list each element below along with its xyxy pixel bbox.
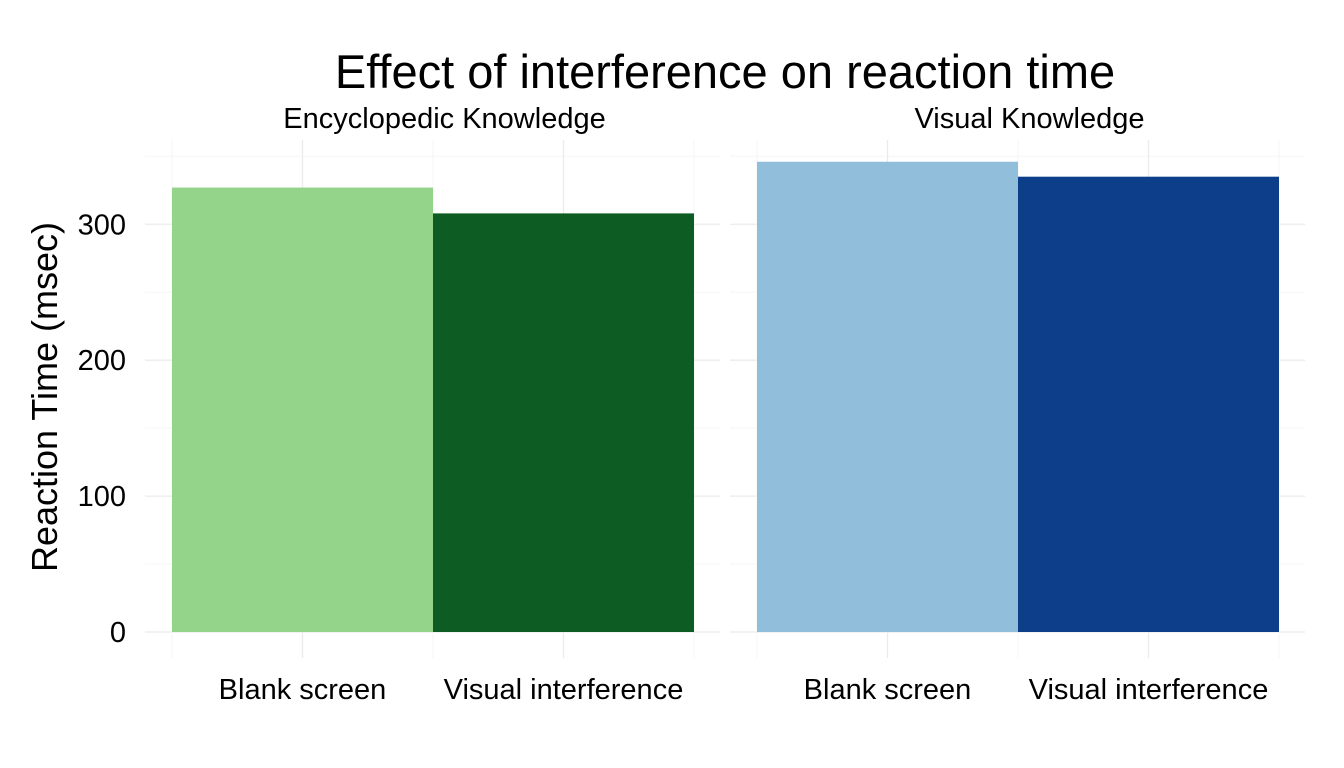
bar-1-2 xyxy=(433,213,694,632)
y-tick-label: 200 xyxy=(78,345,126,377)
facet-label: Encyclopedic Knowledge xyxy=(283,103,605,135)
plot-area: Blank screen Visual interference Encyclope… xyxy=(78,103,1305,706)
x-tick-label: Visual interference xyxy=(444,674,684,706)
y-tick-label: 0 xyxy=(110,617,126,649)
y-tick-label: 300 xyxy=(78,209,126,241)
chart-title: Effect of interference on reaction time xyxy=(335,45,1115,98)
y-axis-label: Reaction Time (msec) xyxy=(24,222,65,572)
x-tick-label: Blank screen xyxy=(219,674,387,706)
bar-2-2 xyxy=(1018,176,1279,632)
facet-label: Visual Knowledge xyxy=(914,103,1144,135)
bar-2-1 xyxy=(757,161,1018,632)
y-tick-label: 100 xyxy=(78,481,126,513)
bar-1-1 xyxy=(172,187,433,632)
x-tick-label: Visual interference xyxy=(1029,674,1269,706)
x-tick-label: Blank screen xyxy=(804,674,972,706)
